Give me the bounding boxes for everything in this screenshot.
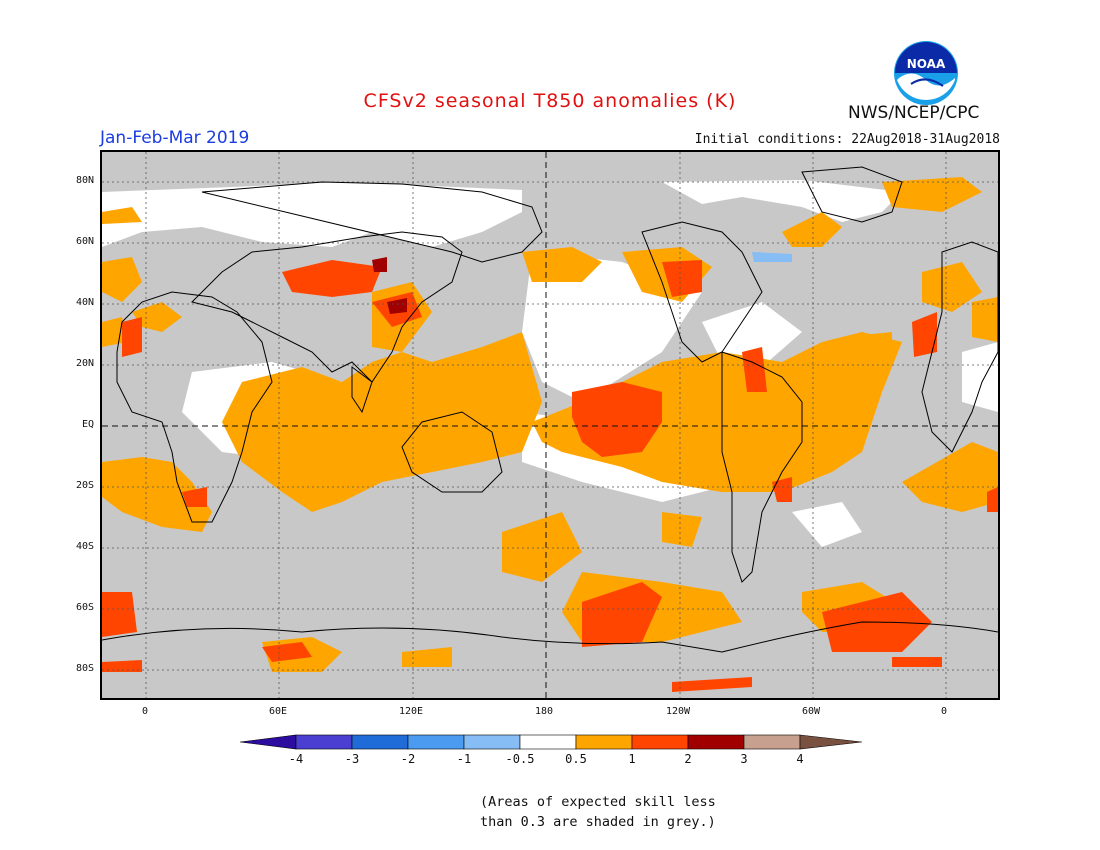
colorbar-label: 0.5 (565, 752, 587, 766)
skill-note: (Areas of expected skill less than 0.3 a… (480, 792, 716, 832)
colorbar-label: -3 (344, 752, 360, 766)
lat-label-eq: EQ (81, 419, 94, 430)
lon-label-60w: 60W (801, 706, 821, 717)
colorbar-label: 1 (628, 752, 636, 766)
lat-label-20s: 20S (75, 480, 94, 491)
coastlines (102, 166, 998, 653)
colorbar-label: 3 (740, 752, 748, 766)
skill-note-line2: than 0.3 are shaded in grey.) (480, 814, 716, 830)
colorbar-bin-3-4 (743, 734, 801, 750)
lat-label-60n: 60N (75, 236, 94, 247)
orange-regions (102, 177, 998, 672)
colorbar-bin-2-3 (687, 734, 745, 750)
colorbar-label: 2 (684, 752, 692, 766)
anomaly-map (100, 150, 1000, 700)
colorbar-bin-near-zero (519, 734, 577, 750)
chart-title: CFSv2 seasonal T850 anomalies (K) (363, 90, 737, 112)
lat-label-80n: 80N (75, 175, 94, 186)
colorbar-label: -0.5 (505, 752, 535, 766)
colorbar-bin-1-2 (631, 734, 689, 750)
lon-label-0-east: 0 (940, 706, 948, 717)
colorbar-bin-m3-m2 (351, 734, 409, 750)
colorbar (240, 734, 862, 750)
colorbar-label: -1 (456, 752, 472, 766)
colorbar-bin-m1-m05 (463, 734, 521, 750)
lon-label-60e: 60E (268, 706, 288, 717)
forecast-period: Jan-Feb-Mar 2019 (100, 128, 250, 148)
lon-label-120e: 120E (398, 706, 424, 717)
lat-label-60s: 60S (75, 602, 94, 613)
map-grid (102, 152, 998, 698)
lat-label-40n: 40N (75, 297, 94, 308)
svg-text:NOAA: NOAA (907, 57, 946, 71)
darkred-regions (372, 257, 407, 314)
colorbar-bin-lt-4 (240, 734, 297, 750)
red-regions (102, 260, 998, 692)
lat-label-80s: 80S (75, 663, 94, 674)
colorbar-label: 4 (796, 752, 804, 766)
colorbar-label: -4 (288, 752, 304, 766)
agency-label: NWS/NCEP/CPC (848, 103, 980, 123)
noaa-logo-icon: NOAA (893, 40, 959, 106)
colorbar-label: -2 (400, 752, 416, 766)
initial-conditions: Initial conditions: 22Aug2018-31Aug2018 (694, 132, 1000, 147)
lon-label-180: 180 (534, 706, 554, 717)
blue-regions (752, 252, 792, 262)
skill-note-line1: (Areas of expected skill less (480, 794, 716, 810)
colorbar-bin-m2-m1 (407, 734, 465, 750)
center-axes (102, 152, 998, 698)
lat-label-20n: 20N (75, 358, 94, 369)
colorbar-bin-05-1 (575, 734, 633, 750)
map-canvas (102, 152, 998, 698)
colorbar-bin-m4-m3 (295, 734, 353, 750)
lat-label-40s: 40S (75, 541, 94, 552)
lon-label-120w: 120W (665, 706, 691, 717)
lon-label-0: 0 (141, 706, 149, 717)
colorbar-bin-gt-4 (799, 734, 862, 750)
